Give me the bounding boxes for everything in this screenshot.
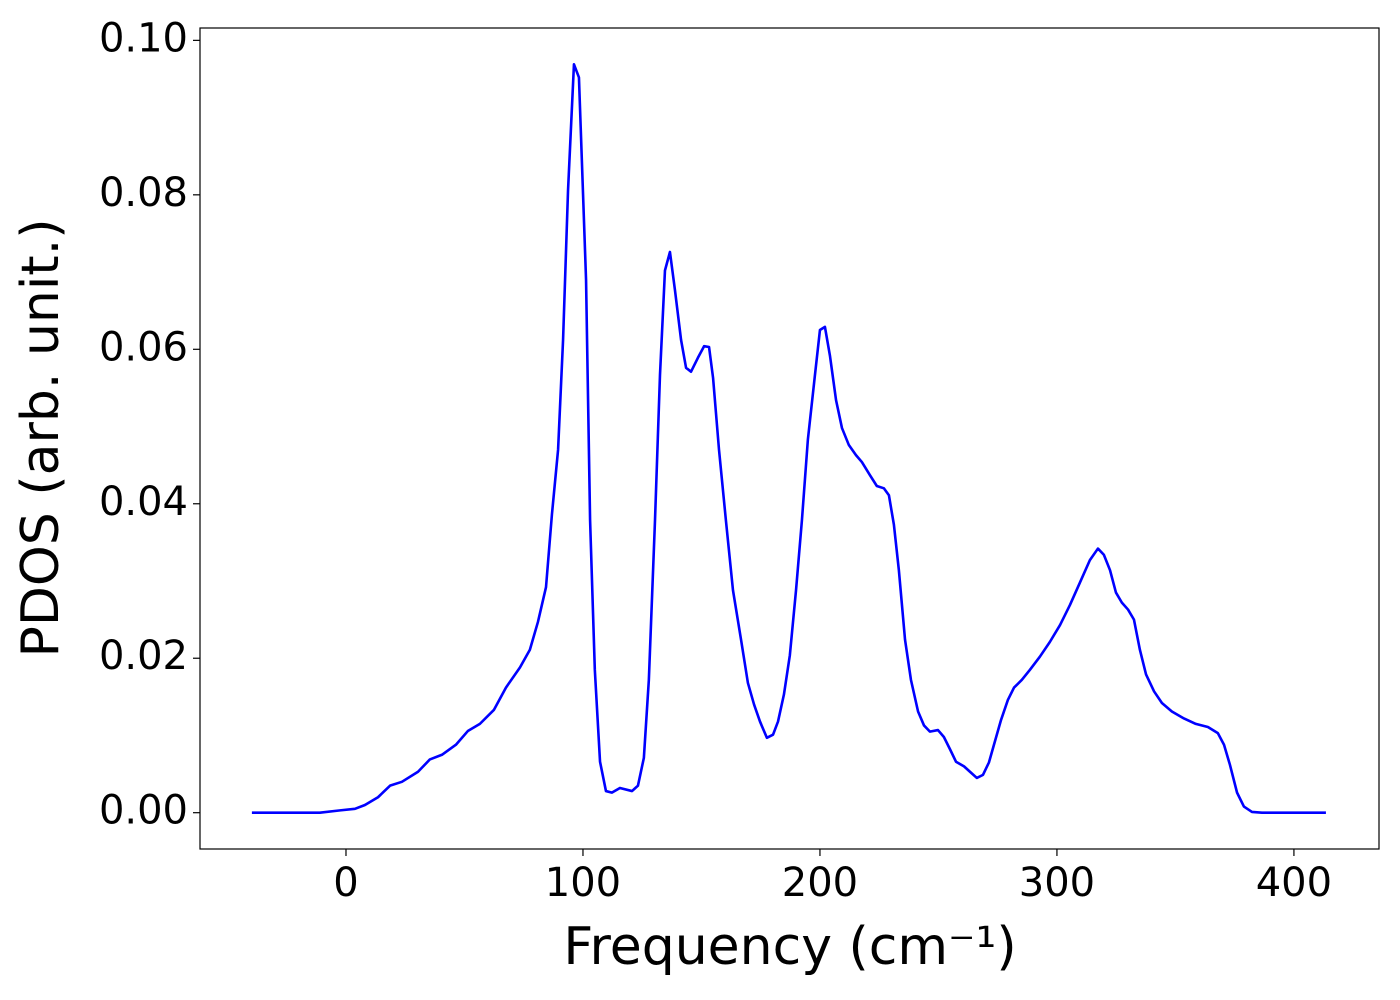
x-axis-label: Frequency (cm⁻¹): [563, 917, 1016, 977]
x-tick-label: 400: [1256, 860, 1332, 906]
plot-frame: [199, 27, 1380, 850]
y-tick-label: 0.06: [99, 324, 188, 370]
data-line: [251, 63, 1326, 814]
x-tick-label: 0: [333, 860, 358, 906]
x-tick-label: 200: [782, 860, 858, 906]
x-tick-label: 300: [1019, 860, 1095, 906]
y-tick-label: 0.00: [99, 788, 188, 834]
y-axis-label: PDOS (arb. unit.): [11, 218, 71, 657]
y-tick-label: 0.08: [99, 170, 188, 216]
y-tick-label: 0.10: [99, 15, 188, 61]
x-tick-label: 100: [545, 860, 621, 906]
y-tick-label: 0.02: [99, 633, 188, 679]
y-tick-label: 0.04: [99, 479, 188, 525]
